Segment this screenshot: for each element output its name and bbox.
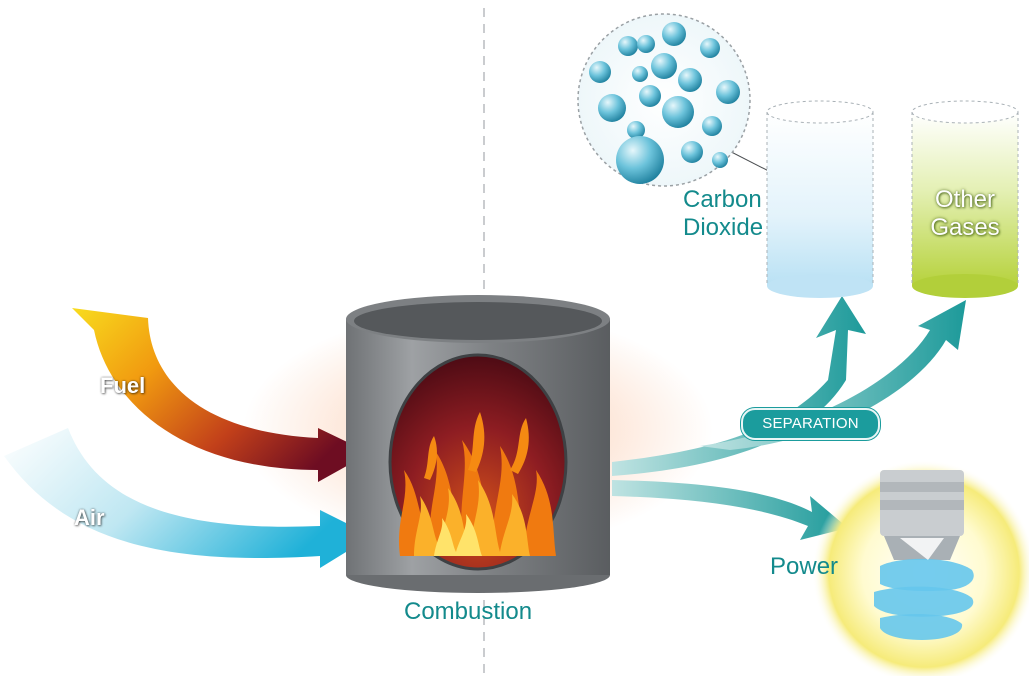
co2-magnifier (577, 13, 801, 189)
co2-cylinder (766, 100, 874, 298)
air-arrow (4, 428, 372, 568)
power-label: Power (770, 553, 839, 580)
co2-molecules-icon (589, 22, 740, 184)
light-bulb-icon (812, 460, 1029, 676)
co2-label-line2: Dioxide (683, 214, 764, 242)
combustion-chamber (346, 295, 610, 593)
fuel-label: Fuel (100, 373, 146, 398)
other-gases-label-line2: Gases (930, 214, 1000, 242)
flames-icon (398, 412, 556, 556)
fuel-arrow (72, 308, 370, 482)
co2-label-line1: Carbon (683, 186, 762, 213)
other-gases-label-line1: Other (934, 186, 996, 213)
air-label: Air (74, 505, 105, 530)
combustion-label: Combustion (404, 598, 533, 625)
other-gases-cylinder (911, 100, 1019, 298)
other-gases-label: Other Gases (912, 186, 1018, 243)
separation-badge: SEPARATION (741, 408, 880, 440)
co2-label: Carbon Dioxide (683, 186, 763, 243)
